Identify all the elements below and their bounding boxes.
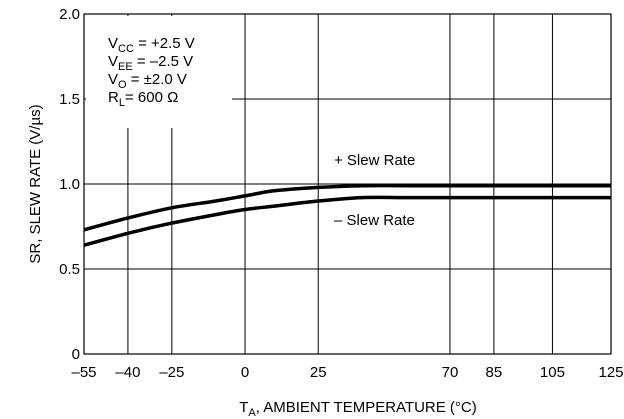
y-tick-label: 1.0 — [59, 176, 80, 193]
condition-subscript: L — [119, 97, 125, 109]
x-tick-label: –55 — [71, 364, 96, 381]
condition-line: RL= 600 Ω — [108, 89, 178, 109]
series-lines — [83, 183, 611, 247]
x-tick-label: 85 — [486, 364, 503, 381]
condition-subscript: EE — [118, 61, 133, 73]
condition-subscript: O — [118, 79, 127, 91]
condition-symbol: R — [108, 89, 119, 106]
x-tick-label: –25 — [159, 364, 184, 381]
condition-subscript: CC — [118, 43, 134, 55]
x-tick-label: 105 — [540, 364, 565, 381]
x-axis-label-sub: A — [248, 407, 256, 419]
series-line-negative — [83, 195, 611, 247]
x-tick-label: 70 — [442, 364, 459, 381]
x-axis-label-rest: , AMBIENT TEMPERATURE (°C) — [256, 399, 477, 416]
x-tick-label: 25 — [310, 364, 327, 381]
conditions-box — [86, 16, 232, 128]
x-tick-label: 0 — [241, 364, 249, 381]
x-axis-label: TA, AMBIENT TEMPERATURE (°C) — [239, 399, 477, 419]
y-tick-label: 0 — [72, 346, 80, 363]
y-tick-label: 1.5 — [59, 91, 80, 108]
condition-symbol: V — [108, 35, 118, 52]
series-label-negative: – Slew Rate — [334, 212, 415, 229]
x-tick-label: –40 — [115, 364, 140, 381]
condition-line: VO = ±2.0 V — [108, 71, 187, 91]
condition-value: = ±2.0 V — [127, 71, 187, 88]
x-axis-label-main: T — [239, 399, 248, 416]
condition-value: = 600 Ω — [125, 89, 178, 106]
condition-value: = –2.5 V — [133, 53, 193, 70]
condition-line: VEE = –2.5 V — [108, 53, 193, 73]
y-tick-labels: 0 0.5 1.0 1.5 2.0 — [59, 6, 80, 363]
x-tick-label: 125 — [598, 364, 623, 381]
condition-value: = +2.5 V — [134, 35, 195, 52]
condition-symbol: V — [108, 71, 118, 88]
condition-line: VCC = +2.5 V — [108, 35, 195, 55]
series-line-positive — [83, 183, 611, 232]
y-tick-label: 2.0 — [59, 6, 80, 23]
series-label-positive: + Slew Rate — [334, 152, 415, 169]
y-tick-label: 0.5 — [59, 261, 80, 278]
condition-symbol: V — [108, 53, 118, 70]
x-tick-labels: –55 –40 –25 0 25 70 85 105 125 — [71, 364, 623, 381]
y-axis-label: SR, SLEW RATE (V/µs) — [27, 104, 44, 263]
